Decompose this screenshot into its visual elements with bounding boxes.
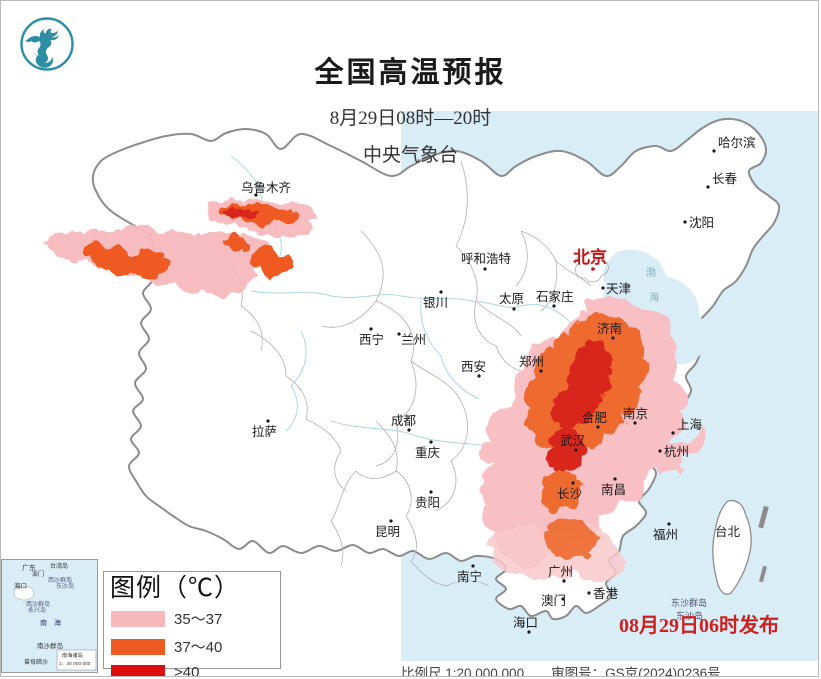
svg-text:海口: 海口 bbox=[14, 581, 27, 590]
svg-text:西沙群岛: 西沙群岛 bbox=[26, 600, 50, 608]
svg-text:台湾岛: 台湾岛 bbox=[50, 562, 68, 570]
svg-text:渤: 渤 bbox=[646, 266, 656, 279]
svg-text:海: 海 bbox=[649, 291, 659, 304]
svg-text:曾母暗沙: 曾母暗沙 bbox=[24, 658, 48, 666]
svg-text:广东: 广东 bbox=[22, 563, 36, 572]
svg-text:南沙群岛: 南沙群岛 bbox=[37, 641, 63, 650]
svg-text:南 海: 南 海 bbox=[40, 618, 61, 627]
svg-text:1：40 000 000: 1：40 000 000 bbox=[59, 661, 91, 667]
svg-text:东沙岛: 东沙岛 bbox=[50, 582, 74, 590]
svg-text:西沙群岛: 西沙群岛 bbox=[48, 576, 72, 584]
svg-text:永兴岛: 永兴岛 bbox=[28, 606, 46, 614]
svg-text:澎门: 澎门 bbox=[32, 570, 44, 578]
svg-text:南海诸岛: 南海诸岛 bbox=[62, 651, 83, 659]
